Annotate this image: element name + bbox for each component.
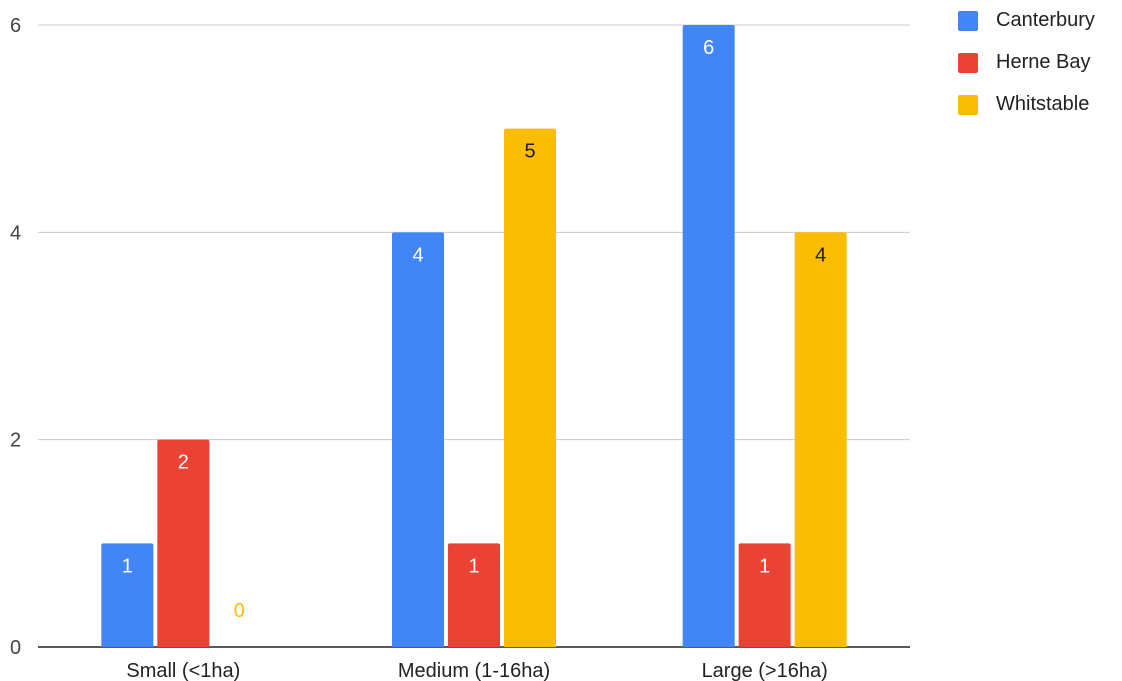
legend-label: Herne Bay: [996, 51, 1091, 73]
data-label: 1: [122, 555, 133, 577]
data-label: 5: [524, 141, 535, 163]
data-label: 1: [468, 555, 479, 577]
legend: Canterbury Herne Bay Whitstable: [958, 9, 1095, 136]
bar: [392, 232, 444, 648]
y-tick-label: 6: [10, 15, 21, 37]
y-tick-label: 0: [10, 637, 21, 659]
bar: [101, 543, 154, 647]
x-tick-label: Large (>16ha): [702, 660, 828, 681]
legend-item: Herne Bay: [958, 51, 1095, 73]
bar: [157, 439, 210, 647]
data-label: 6: [703, 37, 714, 59]
legend-swatch: [958, 10, 978, 31]
bar: [448, 543, 500, 647]
y-axis-ticks: 0 2 4 6: [10, 15, 21, 659]
legend-item: Whitstable: [958, 93, 1095, 115]
y-tick-label: 2: [10, 430, 21, 452]
data-label: 0: [234, 600, 245, 622]
x-tick-label: Medium (1-16ha): [398, 660, 550, 681]
legend-label: Whitstable: [996, 93, 1090, 115]
legend-item: Canterbury: [958, 9, 1095, 31]
data-label: 1: [759, 555, 770, 577]
bars: [101, 25, 847, 648]
data-label: 2: [178, 452, 189, 474]
x-tick-label: Small (<1ha): [126, 660, 240, 681]
bar: [794, 232, 847, 648]
legend-swatch: [958, 94, 978, 115]
bar: [738, 543, 791, 647]
bar: [682, 25, 735, 647]
bar: [504, 128, 556, 647]
data-label: 4: [412, 244, 423, 266]
data-label: 4: [815, 244, 826, 266]
legend-label: Canterbury: [996, 9, 1095, 31]
x-axis-ticks: Small (<1ha) Medium (1-16ha) Large (>16ha): [126, 660, 827, 681]
y-tick-label: 4: [10, 222, 21, 244]
data-labels: 1 2 0 4 1 5 6 1 4: [122, 37, 826, 622]
legend-swatch: [958, 52, 978, 73]
